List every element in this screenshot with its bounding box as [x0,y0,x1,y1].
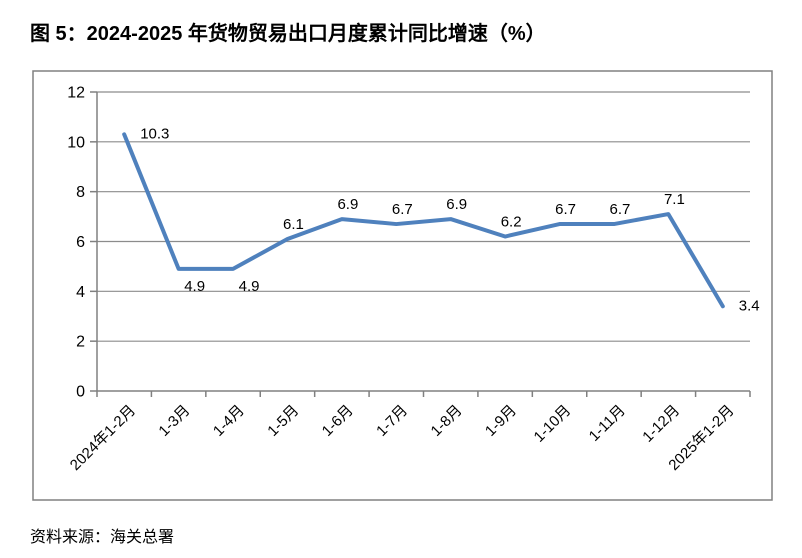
x-axis-label: 1-5月 [264,402,302,440]
x-axis-label: 1-12月 [639,402,683,446]
data-label: 6.7 [392,201,413,218]
x-axis-label: 2024年1-2月 [67,402,139,474]
x-axis-label: 1-3月 [155,402,193,440]
y-tick-label: 8 [76,184,85,201]
data-label: 6.9 [337,196,358,213]
data-label: 6.1 [283,216,304,233]
x-axis-label: 1-4月 [210,402,248,440]
x-axis-label: 1-6月 [319,402,357,440]
data-label: 4.9 [239,278,260,295]
x-axis-label: 1-8月 [428,402,466,440]
x-axis-label: 1-9月 [482,402,520,440]
y-tick-label: 6 [76,234,85,251]
figure-title: 图 5：2024-2025 年货物贸易出口月度累计同比增速（%） [30,23,546,45]
y-tick-label: 0 [76,384,85,401]
data-label: 7.1 [664,191,685,208]
data-label: 6.9 [446,196,467,213]
chart-border [32,70,773,501]
y-tick-label: 2 [76,334,85,351]
y-tick-label: 4 [76,284,85,301]
y-tick-label: 10 [67,134,85,151]
data-label: 6.7 [555,201,576,218]
data-label: 10.3 [140,125,169,142]
data-label: 3.4 [739,297,760,314]
y-tick-label: 12 [67,85,85,102]
x-axis-label: 1-10月 [531,402,575,446]
source-note: 资料来源：海关总署 [30,529,175,546]
data-label: 4.9 [184,278,205,295]
data-label: 6.2 [501,214,522,231]
x-axis-label: 1-7月 [373,402,411,440]
data-label: 6.7 [610,201,631,218]
x-axis-label: 1-11月 [586,402,629,445]
data-series-line [122,132,725,309]
